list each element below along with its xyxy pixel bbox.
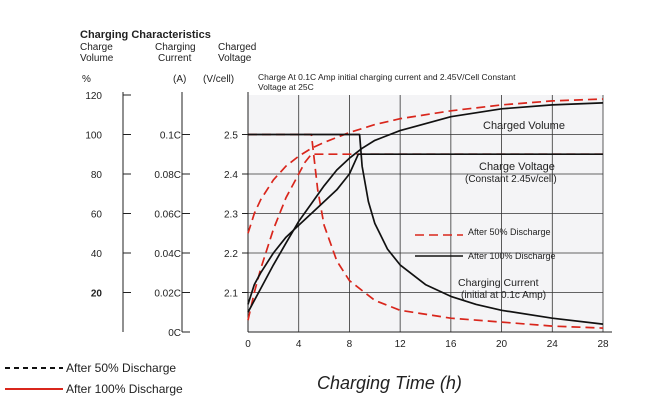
series-layer <box>247 98 604 329</box>
volume-tick-label: 40 <box>91 249 103 260</box>
voltage-unit: (V/cell) <box>203 74 234 85</box>
volume-tick-label: 60 <box>91 210 103 221</box>
axis-ticks: 0 4 8 12 16 20 24 28 2.5 2.4 2.3 2.2 2.1 120 100 80 60 40… <box>85 91 609 350</box>
inner-legend-50: After 50% Discharge <box>468 227 551 237</box>
current-tick-label: 0.04C <box>154 249 181 260</box>
current-tick-label: 0.08C <box>154 170 181 181</box>
current-tick-label: 0.06C <box>154 210 181 221</box>
x-tick-label: 4 <box>296 339 302 350</box>
x-tick-label: 16 <box>445 339 457 350</box>
charged-volume-label: Charged Volume <box>483 120 565 132</box>
voltage-tick-label: 2.1 <box>224 289 238 300</box>
x-tick-label: 28 <box>597 339 609 350</box>
x-tick-label: 8 <box>347 339 353 350</box>
inner-legend-100: After 100% Discharge <box>468 251 556 261</box>
outer-legend-100: After 100% Discharge <box>66 382 183 396</box>
volume-unit: % <box>82 74 91 85</box>
x-axis-label: Charging Time (h) <box>317 373 462 393</box>
charged-voltage-header-1: Charged <box>218 42 256 53</box>
volume-tick-label: 80 <box>91 170 103 181</box>
after-100-charging-current-line <box>248 133 604 325</box>
volume-tick-label: 20 <box>91 289 103 300</box>
charging-current-label-1: Charging Current <box>458 277 539 289</box>
charge-volume-header-2: Volume <box>80 53 114 64</box>
current-tick-label: 0.1C <box>160 131 181 142</box>
x-tick-label: 0 <box>245 339 251 350</box>
x-tick-label: 20 <box>496 339 508 350</box>
x-tick-label: 24 <box>547 339 559 350</box>
note-line-1: Charge At 0.1C Amp initial charging curr… <box>258 72 516 82</box>
voltage-tick-label: 2.5 <box>224 131 238 142</box>
voltage-tick-label: 2.2 <box>224 249 238 260</box>
current-unit: (A) <box>173 74 186 85</box>
after-100-charge-voltage-line <box>247 153 603 305</box>
charging-current-label-2: (initial at 0.1c Amp) <box>461 290 546 301</box>
charged-voltage-header-2: Voltage <box>218 53 252 64</box>
charge-voltage-label-2: (Constant 2.45v/cell) <box>465 174 557 185</box>
after-50-charge-voltage-line <box>247 153 603 321</box>
charging-current-header-1: Charging <box>155 42 196 53</box>
current-tick-label: 0.02C <box>154 289 181 300</box>
volume-tick-label: 100 <box>85 131 102 142</box>
charge-voltage-label-1: Charge Voltage <box>479 161 555 173</box>
chart-title: Charging Characteristics <box>80 29 211 41</box>
volume-tick-label: 120 <box>85 91 102 102</box>
after-50-charging-current-line <box>248 133 604 329</box>
voltage-tick-label: 2.4 <box>224 170 238 181</box>
note-line-2: Voltage at 25C <box>258 82 314 92</box>
charge-volume-header-1: Charge <box>80 42 113 53</box>
x-tick-label: 12 <box>395 339 407 350</box>
after-50-charge-volume-line <box>247 98 604 234</box>
charging-current-header-2: Current <box>158 53 192 64</box>
current-tick-label: 0C <box>168 328 181 339</box>
after-100-charge-volume-line <box>247 102 604 313</box>
voltage-tick-label: 2.3 <box>224 210 238 221</box>
outer-legend-50: After 50% Discharge <box>66 361 176 375</box>
